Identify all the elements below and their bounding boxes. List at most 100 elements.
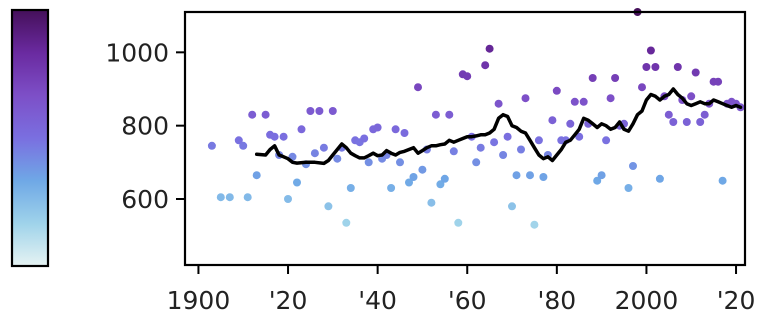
- scatter-point: [261, 110, 270, 119]
- scatter-point: [436, 180, 445, 189]
- scatter-point: [414, 83, 422, 92]
- scatter-point: [512, 171, 521, 180]
- scatter-point: [315, 107, 324, 115]
- scatter-point: [485, 44, 494, 53]
- scatter-point: [682, 118, 691, 126]
- scatter-point: [714, 77, 723, 86]
- x-tick-label: '80: [537, 286, 576, 315]
- scatter-point: [440, 174, 449, 183]
- scatter-series: [207, 8, 745, 229]
- scatter-point: [508, 202, 516, 211]
- scatter-point: [373, 123, 382, 132]
- rolling-mean-line: [254, 87, 743, 166]
- scatter-point: [216, 193, 225, 202]
- scatter-point: [449, 147, 458, 156]
- scatter-point: [396, 158, 404, 167]
- scatter-point: [517, 145, 525, 154]
- x-tick-label: 2000: [615, 286, 679, 315]
- scatter-point: [476, 143, 485, 152]
- x-tick-label: 1900: [167, 286, 231, 315]
- scatter-point: [548, 116, 557, 125]
- scatter-point: [597, 171, 606, 180]
- scatter-point: [651, 63, 660, 71]
- scatter-point: [503, 132, 512, 141]
- x-tick-label: '40: [358, 286, 397, 315]
- scatter-point: [454, 218, 463, 227]
- scatter-point: [333, 154, 342, 163]
- scatter-point: [629, 162, 637, 170]
- scatter-point: [646, 46, 655, 55]
- scatter-point: [409, 173, 418, 181]
- scatter-point: [324, 202, 333, 211]
- x-tick-label: '60: [448, 286, 487, 315]
- scatter-point: [579, 97, 588, 106]
- y-tick-label: 800: [121, 112, 169, 141]
- scatter-point: [521, 94, 530, 103]
- colorbar: [10, 8, 50, 268]
- x-axis: 1900 '20 '40 '60 '80 2000 '20: [167, 265, 756, 315]
- scatter-point: [284, 195, 292, 203]
- scatter-point: [696, 118, 705, 126]
- scatter-point: [400, 129, 409, 137]
- scatter-point: [499, 151, 508, 159]
- y-tick-label: 1000: [105, 38, 169, 67]
- scatter-point: [270, 132, 279, 141]
- scatter-point: [234, 136, 243, 145]
- scatter-point: [387, 184, 396, 192]
- scatter-point: [494, 99, 503, 108]
- scatter-point: [472, 158, 481, 167]
- scatter-point: [252, 171, 261, 180]
- scatter-point: [481, 61, 490, 70]
- scatter-point: [655, 174, 664, 183]
- scatter-point: [539, 173, 548, 181]
- scatter-point: [602, 136, 611, 145]
- scatter-point: [248, 110, 257, 119]
- scatter-point: [624, 184, 633, 192]
- scatter-point: [718, 176, 727, 185]
- scatter-point: [243, 193, 252, 202]
- scatter-point: [239, 141, 248, 150]
- scatter-point: [364, 158, 373, 167]
- scatter-point: [310, 149, 319, 158]
- scatter-point: [207, 141, 216, 150]
- scatter-point: [575, 132, 584, 141]
- scatter-point: [588, 74, 597, 82]
- scatter-point: [431, 110, 440, 119]
- scatter-point: [391, 125, 400, 134]
- scatter-point: [691, 68, 700, 77]
- scatter-point: [700, 110, 709, 119]
- scatter-point: [306, 107, 315, 115]
- scatter-point: [669, 118, 678, 126]
- scatter-point: [319, 143, 328, 152]
- plot-frame: [183, 10, 747, 267]
- line-series: [254, 87, 743, 166]
- scatter-point: [642, 63, 651, 71]
- scatter-point: [427, 198, 436, 207]
- scatter-point: [328, 107, 337, 115]
- scatter-point: [293, 178, 301, 187]
- y-axis: 600 800 1000: [105, 38, 185, 214]
- scatter-point: [346, 184, 355, 192]
- scatter-point: [566, 119, 575, 128]
- scatter-point: [530, 220, 539, 229]
- scatter-point: [279, 132, 288, 141]
- scatter-point: [606, 94, 615, 103]
- scatter-point: [638, 83, 646, 92]
- scatter-point: [463, 72, 472, 81]
- scatter-point: [405, 178, 413, 187]
- colorbar-gradient-bar: [10, 8, 50, 268]
- scatter-point: [673, 63, 682, 71]
- x-tick-label: '20: [269, 286, 308, 315]
- scatter-point: [360, 134, 369, 143]
- scatter-point: [664, 110, 673, 119]
- scatter-point: [593, 176, 602, 185]
- y-tick-label: 600: [121, 185, 169, 214]
- scatter-point: [225, 193, 234, 202]
- scatter-point: [445, 110, 454, 119]
- scatter-point: [687, 92, 696, 101]
- scatter-point: [552, 86, 561, 95]
- scatter-point: [297, 125, 306, 134]
- x-tick-label: '20: [717, 286, 756, 315]
